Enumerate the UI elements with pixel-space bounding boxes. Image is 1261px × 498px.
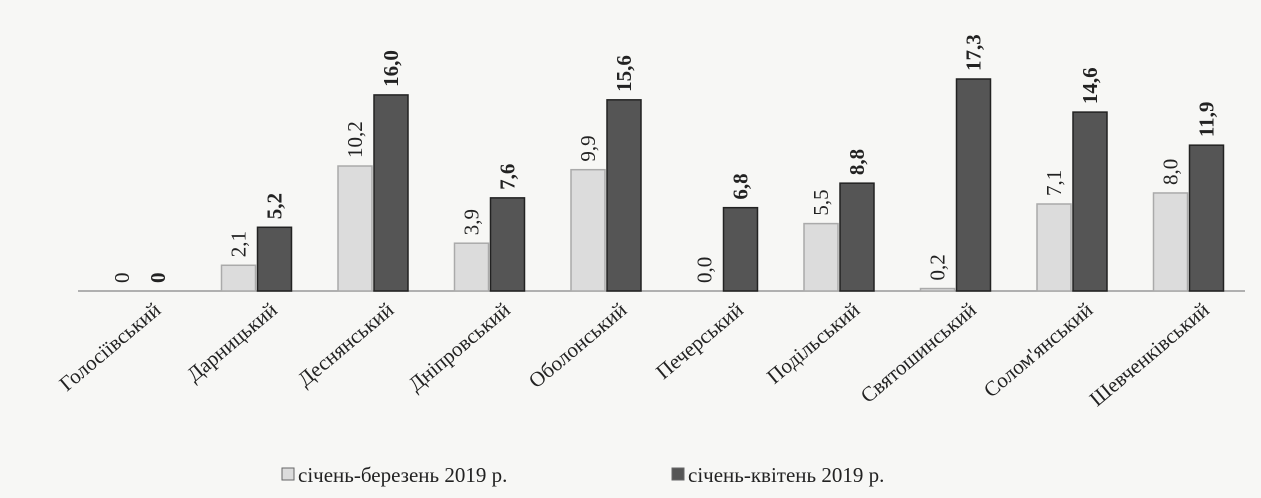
value-label: 8,8 — [845, 149, 869, 175]
value-label: 7,6 — [496, 164, 520, 190]
bar — [570, 168, 606, 292]
bar — [453, 242, 490, 292]
value-label: 0,2 — [926, 254, 950, 280]
x-tick-label: Святошинський — [856, 297, 981, 407]
value-label: 17,3 — [962, 34, 986, 71]
value-label: 10,2 — [343, 121, 367, 158]
x-tick-label: Дарницький — [182, 297, 282, 386]
x-tick-label: Солом'янський — [979, 297, 1097, 402]
legend-label: січень-квітень 2019 р. — [688, 463, 884, 487]
bar — [373, 94, 409, 292]
value-label: 11,9 — [1195, 102, 1219, 138]
bar — [919, 287, 956, 292]
value-label: 7,1 — [1042, 170, 1066, 196]
x-tick-label: Шевченківський — [1085, 297, 1214, 411]
x-tick-label: Печерський — [651, 297, 748, 383]
bar — [337, 165, 373, 292]
bar — [839, 182, 875, 292]
value-label: 15,6 — [612, 55, 636, 92]
bar — [256, 226, 293, 292]
x-tick-label: Дніпровський — [404, 297, 515, 396]
value-label: 0,0 — [693, 257, 717, 283]
value-label: 3,9 — [460, 209, 484, 235]
x-tick-label: Голосіївський — [54, 297, 165, 395]
bar — [803, 222, 839, 292]
bar — [955, 78, 992, 292]
bar — [722, 206, 759, 292]
bar — [1036, 203, 1072, 292]
value-label: 0 — [110, 273, 134, 284]
value-label: 2,1 — [227, 231, 251, 257]
bar — [1152, 192, 1189, 292]
x-tick-label: Оболонський — [524, 297, 631, 392]
legend-swatch — [281, 467, 295, 481]
value-label: 5,5 — [809, 189, 833, 215]
value-label: 8,0 — [1159, 159, 1183, 185]
bar — [606, 99, 642, 292]
value-label: 5,2 — [263, 193, 287, 219]
value-label: 9,9 — [576, 135, 600, 161]
value-label: 16,0 — [379, 50, 403, 87]
x-tick-label: Деснянський — [293, 297, 398, 391]
x-tick-label: Подільський — [762, 297, 864, 388]
legend-swatch — [671, 467, 685, 481]
bar — [1188, 144, 1225, 292]
bar — [489, 197, 526, 292]
value-label: 14,6 — [1078, 67, 1102, 104]
value-label: 0 — [146, 273, 170, 284]
bar — [220, 264, 257, 292]
value-label: 6,8 — [729, 173, 753, 199]
legend-label: січень-березень 2019 р. — [298, 463, 507, 487]
bar — [1072, 111, 1108, 292]
